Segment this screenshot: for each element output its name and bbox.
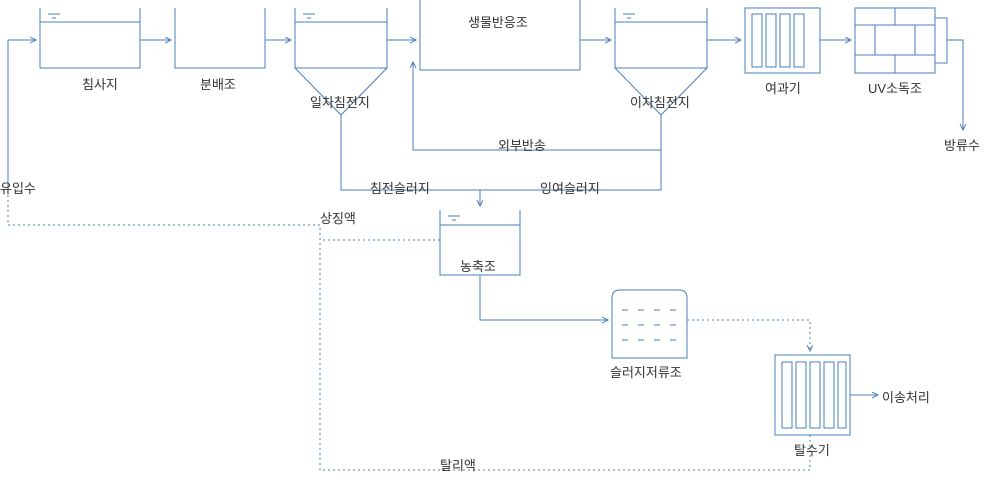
label-excess: 잉여슬러지 <box>540 178 600 197</box>
node-dist <box>175 8 265 68</box>
label-ext-return: 외부반송 <box>498 135 546 154</box>
edge-storage-to-dewater <box>687 320 810 351</box>
label-thickener: 농축조 <box>460 256 496 275</box>
edge-thickener-to-storage <box>480 275 608 320</box>
label-filter: 여과기 <box>765 78 801 97</box>
edge-supernatant <box>8 190 440 240</box>
label-dewater: 탈수기 <box>794 440 830 459</box>
label-effluent: 방류수 <box>944 135 980 154</box>
label-dist: 분배조 <box>200 74 236 93</box>
node-sludge-tank <box>612 290 687 358</box>
label-uv: UV소독조 <box>868 78 922 97</box>
label-secondary: 이차침전지 <box>630 92 690 111</box>
node-grit <box>40 8 140 68</box>
node-bio <box>420 0 580 70</box>
flow-diagram <box>0 0 1003 503</box>
node-filter <box>745 8 820 73</box>
node-uv <box>855 8 947 73</box>
label-supernatant: 상징액 <box>320 208 356 227</box>
label-bio: 생물반응조 <box>468 12 528 31</box>
edge-filtrate <box>320 240 810 470</box>
label-haul: 이송처리 <box>882 387 930 406</box>
label-filtrate: 탈리액 <box>440 455 476 474</box>
label-primary: 일차침전지 <box>310 92 370 111</box>
label-influent: 유입수 <box>0 178 36 197</box>
label-grit: 침사지 <box>82 74 118 93</box>
label-sludge-tank: 슬러지저류조 <box>610 362 682 381</box>
label-settled: 침전슬러지 <box>370 178 430 197</box>
node-dewater <box>775 355 850 435</box>
